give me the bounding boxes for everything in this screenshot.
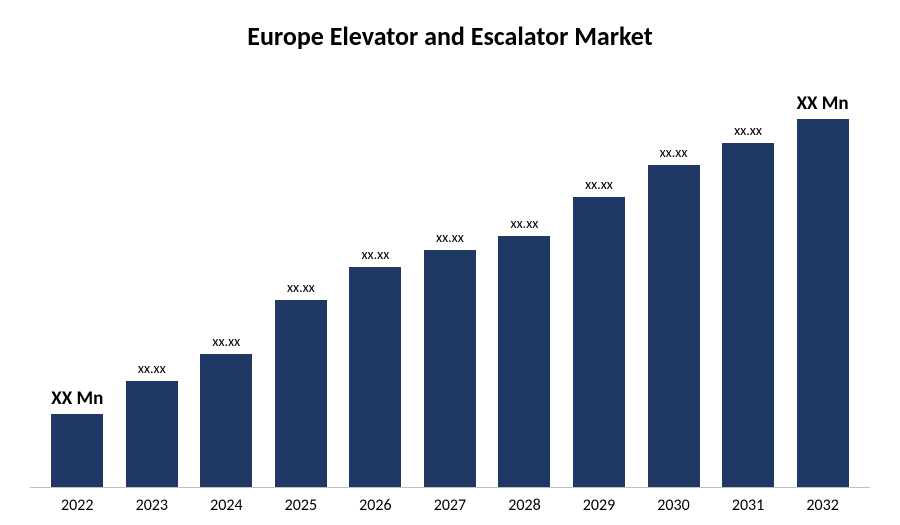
- bar-group: xx.xx: [498, 72, 550, 487]
- x-axis: 2022 2023 2024 2025 2026 2027 2028 2029 2030 2031…: [30, 488, 870, 515]
- bar-value-label: xx.xx: [361, 246, 389, 263]
- chart-container: Europe Elevator and Escalator Market XX …: [0, 0, 900, 525]
- bar-value-label: xx.xx: [287, 279, 315, 296]
- bar: [51, 414, 103, 487]
- bar-group: xx.xx: [722, 72, 774, 487]
- x-axis-label: 2023: [126, 496, 178, 515]
- x-axis-label: 2026: [349, 496, 401, 515]
- bar-group: xx.xx: [573, 72, 625, 487]
- chart-title: Europe Elevator and Escalator Market: [30, 20, 870, 52]
- bar: [424, 250, 476, 487]
- bar-value-label: xx.xx: [138, 360, 166, 377]
- x-axis-label: 2031: [722, 496, 774, 515]
- bar: [722, 143, 774, 487]
- bar: [797, 119, 849, 487]
- x-axis-label: 2025: [275, 496, 327, 515]
- x-axis-label: 2022: [51, 496, 103, 515]
- x-axis-label: 2024: [200, 496, 252, 515]
- bar-group: xx.xx: [126, 72, 178, 487]
- bar-group: XX Mn: [51, 72, 103, 487]
- bar: [275, 300, 327, 487]
- bar-value-label: xx.xx: [585, 176, 613, 193]
- bar-group: xx.xx: [648, 72, 700, 487]
- bar: [349, 267, 401, 487]
- bar-group: xx.xx: [424, 72, 476, 487]
- bar: [126, 381, 178, 487]
- bar-value-label: xx.xx: [511, 215, 539, 232]
- x-axis-label: 2032: [797, 496, 849, 515]
- bar-value-label: xx.xx: [436, 229, 464, 246]
- x-axis-label: 2027: [424, 496, 476, 515]
- bar: [498, 236, 550, 487]
- bar-group: xx.xx: [349, 72, 401, 487]
- bar-value-label: XX Mn: [51, 387, 103, 410]
- x-axis-label: 2028: [498, 496, 550, 515]
- bar: [573, 197, 625, 488]
- bar-value-label: xx.xx: [660, 144, 688, 161]
- bar-value-label: xx.xx: [734, 122, 762, 139]
- bar-value-label: XX Mn: [797, 92, 849, 115]
- bar: [648, 165, 700, 487]
- x-axis-label: 2029: [573, 496, 625, 515]
- bar-group: xx.xx: [200, 72, 252, 487]
- plot-area: XX Mn xx.xx xx.xx xx.xx xx.xx xx.xx xx.xx xx.xx…: [30, 72, 870, 488]
- bar-group: xx.xx: [275, 72, 327, 487]
- bar-value-label: xx.xx: [212, 333, 240, 350]
- bar: [200, 354, 252, 487]
- bar-group: XX Mn: [797, 72, 849, 487]
- x-axis-label: 2030: [648, 496, 700, 515]
- bars-row: XX Mn xx.xx xx.xx xx.xx xx.xx xx.xx xx.xx xx.xx…: [30, 72, 870, 487]
